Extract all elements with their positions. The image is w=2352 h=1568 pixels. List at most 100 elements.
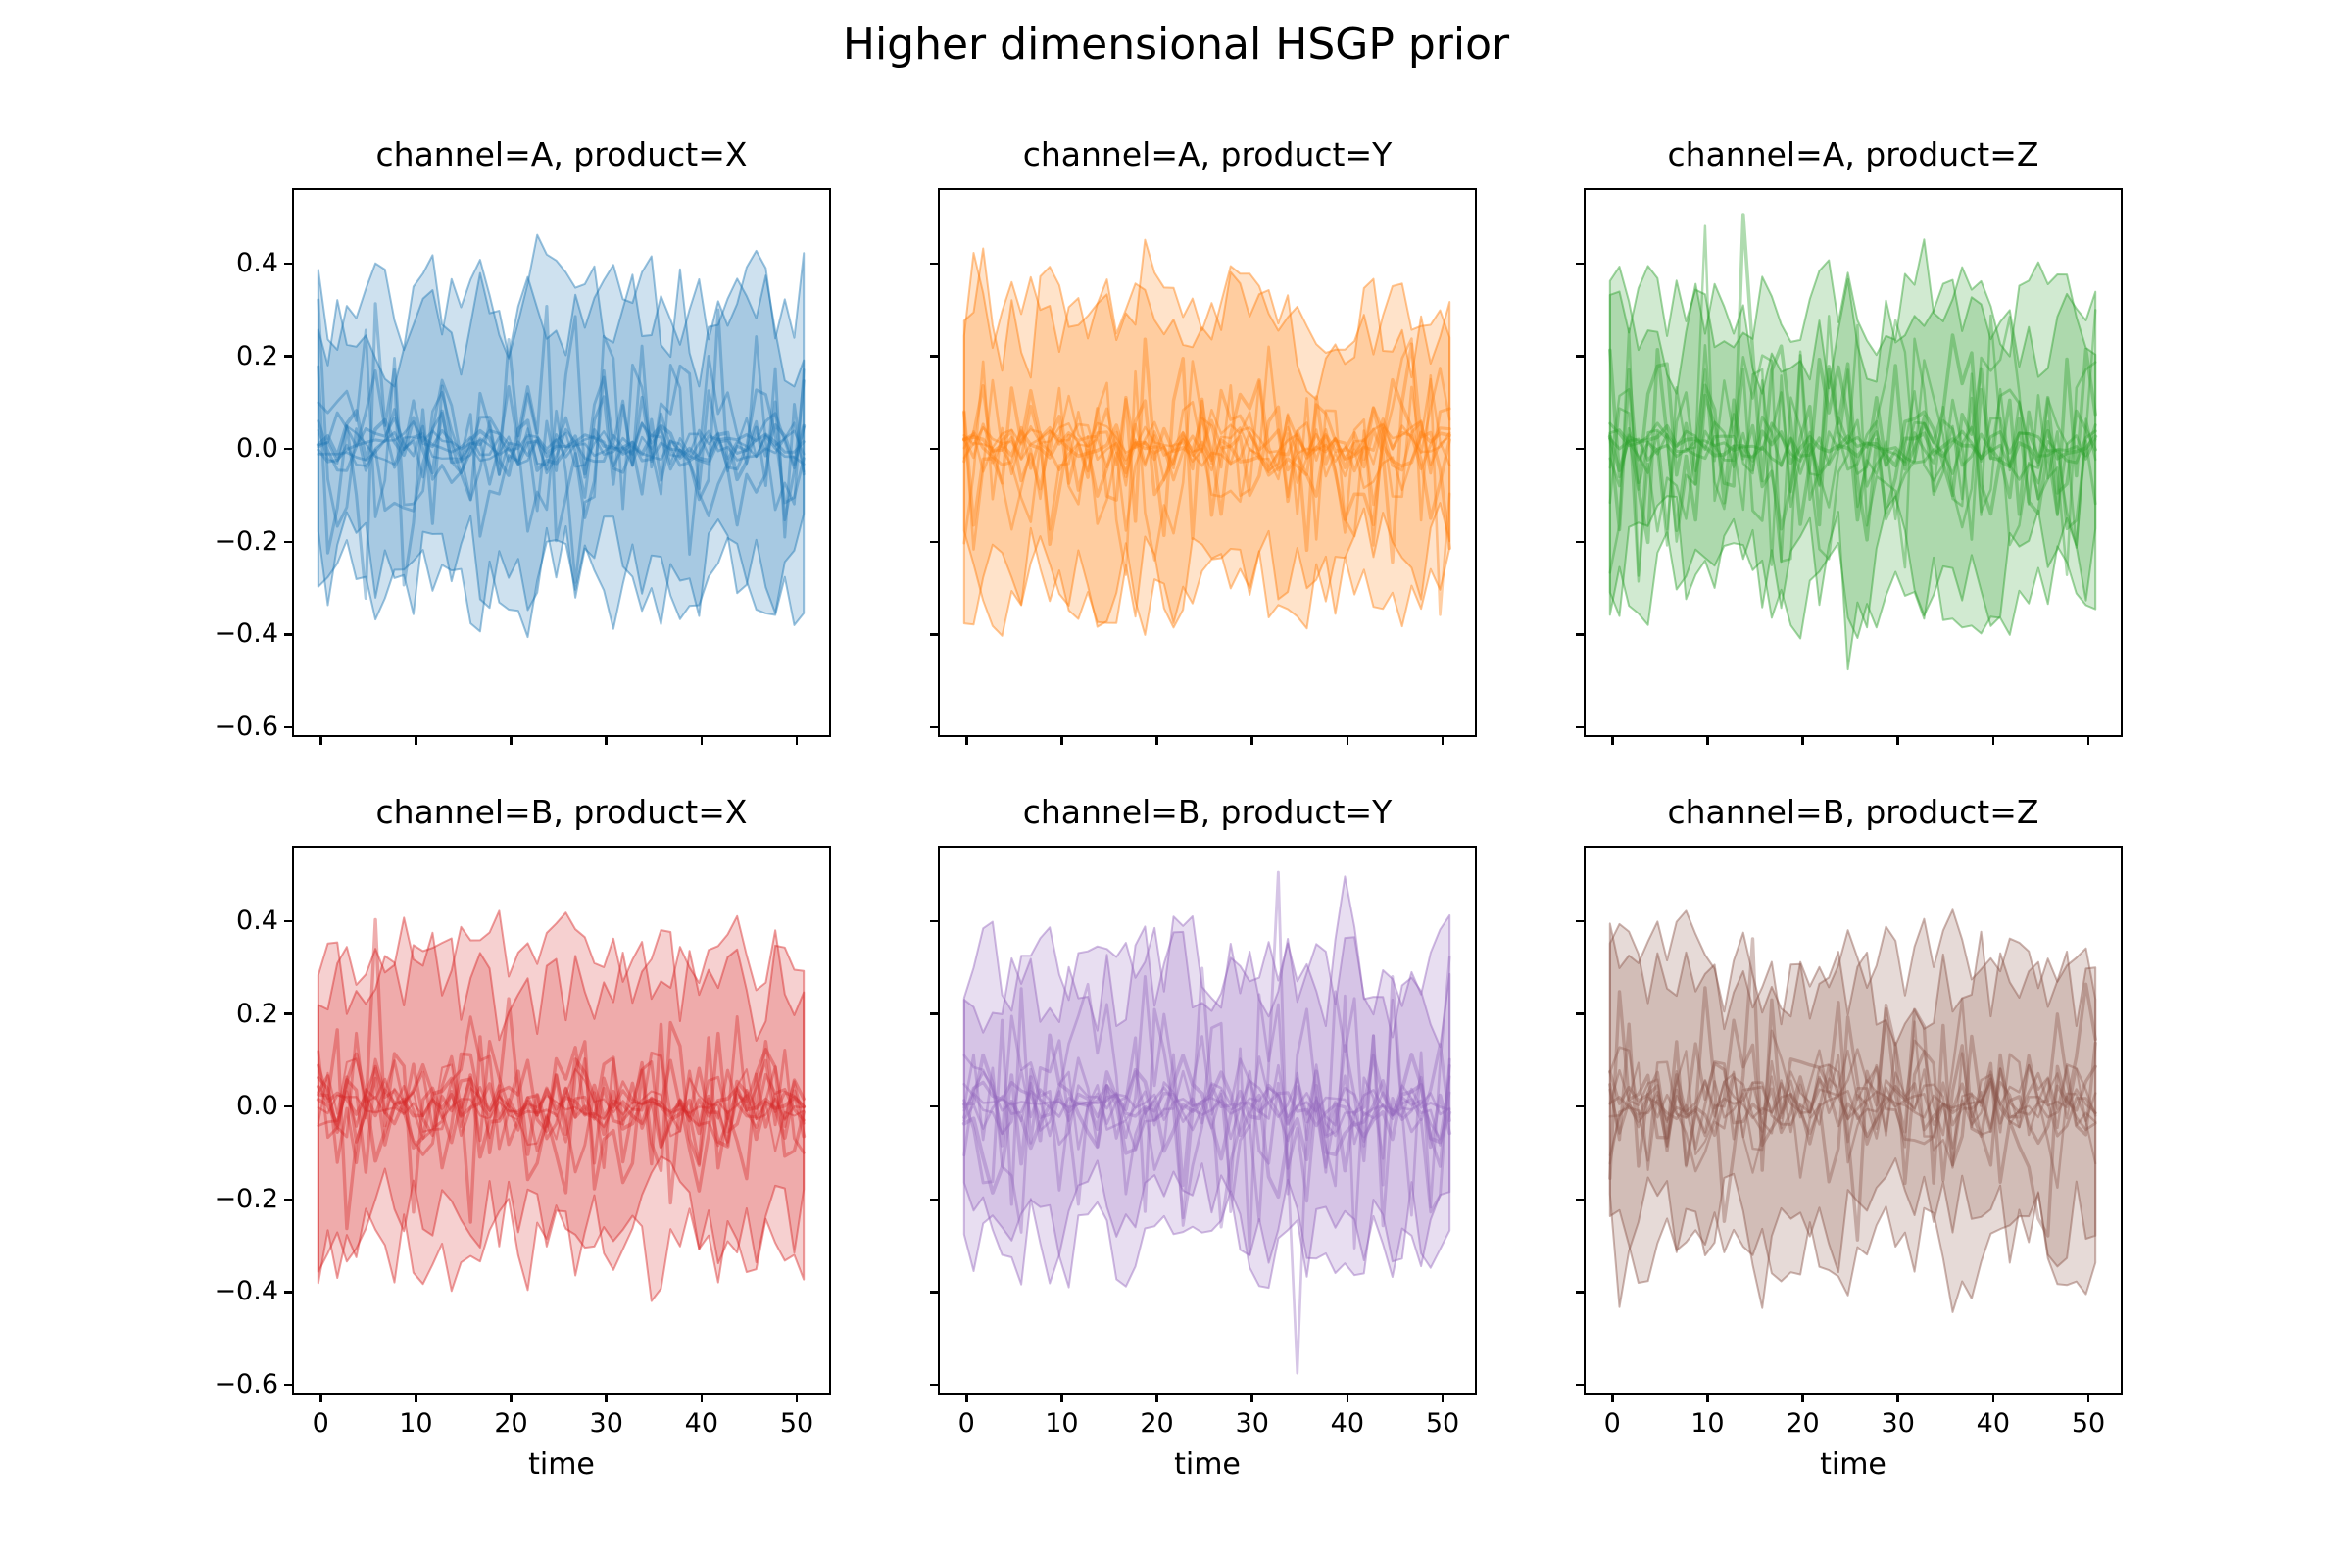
y-tick-label: 0.0 — [236, 433, 278, 465]
prior-sample-line — [1607, 424, 2098, 472]
prior-sample-line — [317, 917, 806, 1231]
prior-band — [317, 254, 806, 625]
x-tick-mark — [700, 1394, 704, 1402]
y-tick-mark — [929, 633, 938, 636]
x-tick-mark — [1896, 1394, 1899, 1402]
y-tick-label: −0.2 — [214, 525, 278, 557]
x-tick-label: 20 — [494, 1408, 528, 1439]
x-tick-mark — [1991, 736, 1995, 745]
y-tick-mark — [283, 633, 292, 636]
x-tick-label: 10 — [1045, 1408, 1079, 1439]
prior-sample-line — [317, 416, 806, 473]
x-tick-mark — [1991, 1394, 1995, 1402]
y-tick-mark — [1575, 447, 1584, 451]
prior-band — [962, 238, 1451, 637]
x-tick-mark — [1611, 736, 1614, 745]
x-tick-mark — [510, 736, 513, 745]
x-tick-mark — [1896, 736, 1899, 745]
prior-sample-line — [1608, 998, 2097, 1189]
x-tick-mark — [1155, 736, 1158, 745]
prior-band — [317, 909, 806, 1302]
y-tick-mark — [283, 1198, 292, 1201]
prior-sample-line — [1608, 429, 2097, 466]
x-tick-label: 40 — [684, 1408, 719, 1439]
x-tick-mark — [1060, 1394, 1063, 1402]
prior-sample-line — [962, 1054, 1451, 1151]
x-tick-mark — [965, 1394, 968, 1402]
y-tick-label: 0.4 — [236, 905, 278, 936]
prior-sample-line — [1608, 224, 2097, 564]
prior-sample-line — [1608, 1042, 2097, 1152]
prior-sample-line — [962, 377, 1451, 531]
subplot-channel-a-product-y: channel=A, product=Y — [929, 136, 1477, 745]
y-tick-mark — [283, 1383, 292, 1387]
y-tick-label: 0.4 — [236, 247, 278, 278]
x-tick-mark — [1155, 1394, 1158, 1402]
prior-sample-line — [317, 399, 806, 467]
x-tick-mark — [605, 1394, 608, 1402]
prior-sample-line — [1608, 1046, 2097, 1169]
x-tick-mark — [1346, 736, 1349, 745]
prior-sample-line — [1608, 937, 2097, 1242]
plot-area-svg — [316, 233, 807, 639]
plot-area-svg — [316, 909, 807, 1302]
subplot-title: channel=B, product=Y — [1022, 793, 1393, 831]
y-tick-mark — [1575, 540, 1584, 544]
x-tick-label: 50 — [779, 1408, 814, 1439]
x-tick-label: 30 — [1881, 1408, 1915, 1439]
y-tick-label: 0.0 — [236, 1091, 278, 1122]
x-tick-mark — [415, 736, 417, 745]
x-tick-mark — [700, 736, 704, 745]
prior-sample-line — [317, 369, 806, 505]
prior-sample-line — [962, 1043, 1451, 1128]
prior-sample-line — [962, 422, 1451, 467]
prior-sample-line — [317, 420, 806, 471]
x-tick-label: 20 — [1786, 1408, 1820, 1439]
prior-sample-line — [1608, 1060, 2097, 1151]
subplot-channel-a-product-x: channel=A, product=X 0.4 0.2 0.0 −0.2 −0.4 −0… — [214, 136, 831, 745]
x-tick-label: 40 — [1330, 1408, 1365, 1439]
y-tick-label: −0.2 — [214, 1183, 278, 1214]
y-tick-mark — [929, 540, 938, 544]
prior-sample-line — [961, 407, 1452, 473]
x-tick-label: 10 — [399, 1408, 433, 1439]
prior-sample-line — [962, 388, 1451, 476]
prior-sample-line — [962, 966, 1451, 1229]
x-tick-mark — [1346, 1394, 1349, 1402]
prior-sample-line — [962, 337, 1451, 564]
x-tick-label: 0 — [312, 1408, 329, 1439]
prior-sample-line — [317, 1058, 806, 1147]
figure-suptitle: Higher dimensional HSGP prior — [842, 20, 1510, 70]
prior-sample-line — [316, 1052, 807, 1163]
x-tick-mark — [1441, 1394, 1445, 1402]
prior-sample-line — [962, 1057, 1451, 1146]
y-tick-mark — [929, 1198, 938, 1201]
prior-sample-line — [317, 1094, 806, 1121]
prior-band — [1608, 908, 2097, 1313]
x-axis-label: time — [1820, 1447, 1886, 1482]
prior-band — [1608, 266, 2097, 671]
y-tick-label: 0.2 — [236, 998, 278, 1029]
y-tick-mark — [1575, 1291, 1584, 1294]
subplot-channel-b-product-x: channel=B, product=X time 0 10 20 30 40 50 0.4… — [214, 794, 831, 1482]
prior-sample-line — [1608, 416, 2097, 476]
y-tick-label: −0.6 — [214, 711, 278, 743]
prior-sample-line — [961, 1054, 1452, 1195]
subplot-title: channel=B, product=X — [375, 793, 748, 831]
x-tick-label: 40 — [1976, 1408, 2011, 1439]
prior-sample-line — [962, 345, 1451, 547]
prior-sample-line — [317, 1020, 806, 1181]
x-tick-mark — [1611, 1394, 1614, 1402]
x-tick-mark — [795, 736, 799, 745]
prior-sample-line — [962, 337, 1451, 616]
y-tick-mark — [929, 1383, 938, 1387]
x-tick-mark — [1250, 736, 1253, 745]
y-tick-mark — [283, 725, 292, 729]
x-tick-mark — [1250, 1394, 1253, 1402]
prior-band — [317, 233, 806, 639]
prior-sample-line — [317, 411, 806, 484]
y-tick-mark — [1575, 633, 1584, 636]
x-tick-mark — [1706, 1394, 1709, 1402]
y-tick-mark — [283, 355, 292, 358]
y-tick-mark — [1575, 262, 1584, 266]
